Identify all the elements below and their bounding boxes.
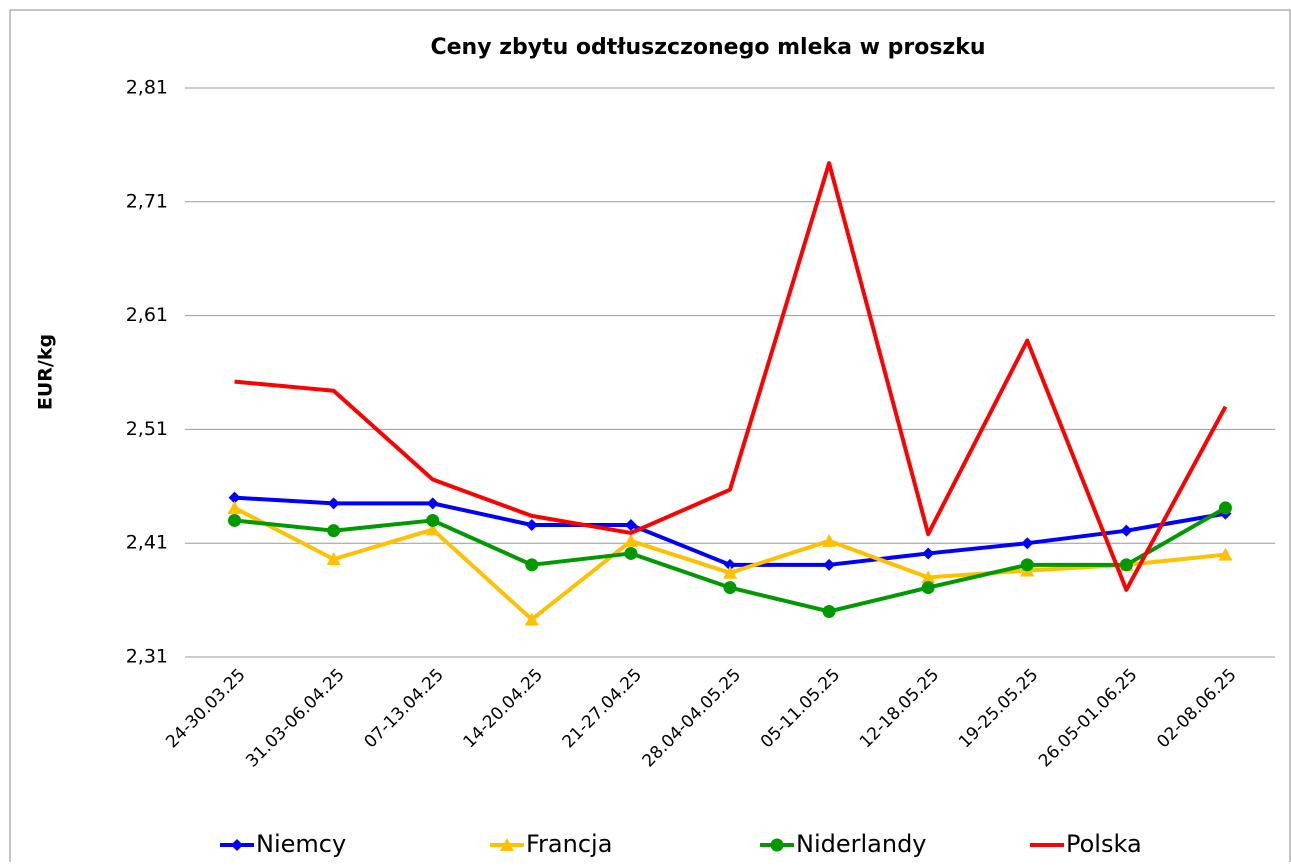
y-tick-label: 2,71: [126, 190, 168, 212]
chart-title: Ceny zbytu odtłuszczonego mleka w proszk…: [430, 35, 985, 60]
y-tick-label: 2,51: [126, 418, 168, 440]
marker: [1020, 558, 1034, 572]
marker: [1218, 547, 1233, 561]
marker: [228, 513, 242, 527]
legend-label: Francja: [526, 830, 612, 858]
y-tick-label: 2,61: [126, 304, 168, 326]
legend-label: Niderlandy: [796, 830, 927, 858]
legend-label: Polska: [1066, 830, 1142, 858]
marker: [1119, 558, 1133, 572]
marker: [1120, 524, 1133, 537]
y-tick-label: 2,81: [126, 77, 168, 99]
marker: [823, 558, 836, 571]
marker: [822, 533, 837, 547]
marker: [231, 839, 243, 851]
marker: [525, 558, 539, 572]
marker: [425, 522, 440, 536]
marker: [1021, 537, 1034, 550]
marker: [623, 533, 638, 547]
marker: [426, 513, 440, 527]
marker: [327, 497, 340, 510]
legend-label: Niemcy: [256, 830, 346, 858]
marker: [326, 552, 341, 566]
marker: [922, 547, 935, 560]
marker: [624, 518, 637, 531]
marker: [327, 524, 341, 538]
marker: [723, 581, 737, 595]
marker: [525, 518, 538, 531]
marker: [770, 838, 784, 852]
marker: [1218, 501, 1232, 515]
marker: [426, 497, 439, 510]
marker: [724, 558, 736, 571]
chart-frame: [9, 9, 1291, 866]
marker: [524, 612, 539, 626]
marker: [921, 570, 936, 584]
marker: [228, 491, 241, 504]
marker: [500, 838, 514, 851]
marker: [624, 546, 638, 560]
marker: [822, 604, 836, 618]
marker: [921, 581, 935, 595]
y-tick-label: 2,41: [126, 532, 168, 554]
y-axis-label: EUR/kg: [35, 334, 57, 410]
series-line: [234, 161, 1228, 592]
marker: [227, 500, 242, 514]
marker: [723, 565, 737, 579]
y-tick-label: 2,31: [126, 646, 168, 668]
